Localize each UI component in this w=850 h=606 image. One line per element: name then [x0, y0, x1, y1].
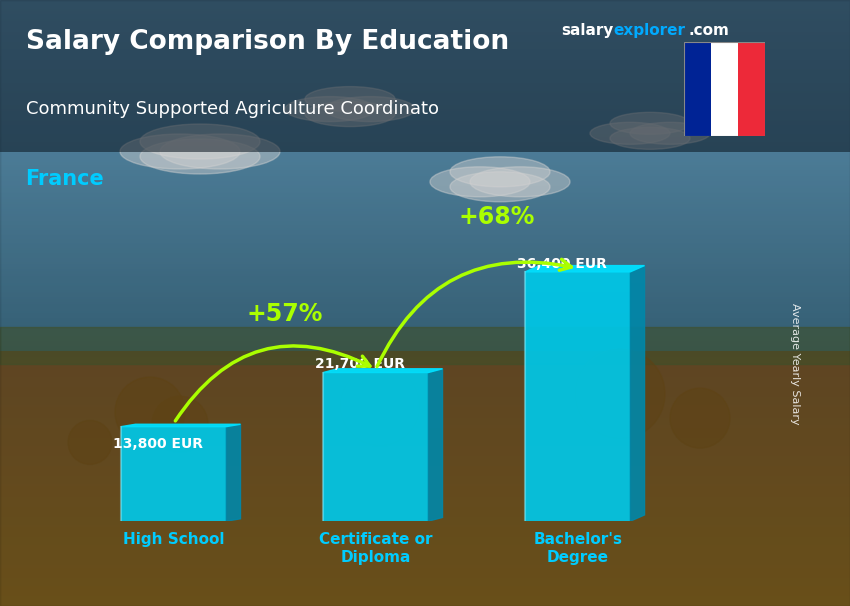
Circle shape	[152, 396, 208, 452]
Ellipse shape	[430, 167, 530, 197]
Ellipse shape	[610, 112, 690, 135]
Text: Salary Comparison By Education: Salary Comparison By Education	[26, 30, 508, 55]
Bar	[711, 42, 738, 136]
Text: France: France	[26, 168, 105, 189]
Ellipse shape	[450, 157, 550, 187]
Ellipse shape	[160, 134, 280, 169]
Ellipse shape	[450, 171, 550, 202]
Circle shape	[670, 388, 730, 448]
Circle shape	[340, 366, 420, 446]
Polygon shape	[122, 424, 241, 427]
Circle shape	[68, 421, 112, 464]
Text: 13,800 EUR: 13,800 EUR	[113, 437, 203, 451]
Polygon shape	[428, 369, 443, 521]
Ellipse shape	[305, 102, 395, 127]
Text: +68%: +68%	[459, 205, 536, 229]
Ellipse shape	[140, 139, 260, 174]
Polygon shape	[525, 265, 644, 272]
Text: salary: salary	[561, 23, 614, 38]
Text: 36,400 EUR: 36,400 EUR	[518, 256, 607, 271]
Polygon shape	[631, 265, 644, 521]
Ellipse shape	[610, 127, 690, 149]
Ellipse shape	[305, 87, 395, 112]
Ellipse shape	[590, 122, 670, 144]
Text: 21,700 EUR: 21,700 EUR	[315, 358, 405, 371]
Bar	[738, 42, 765, 136]
FancyBboxPatch shape	[122, 427, 226, 521]
FancyBboxPatch shape	[323, 373, 428, 521]
Ellipse shape	[325, 96, 415, 122]
Ellipse shape	[630, 122, 710, 144]
Ellipse shape	[140, 124, 260, 159]
Text: .com: .com	[688, 23, 729, 38]
Polygon shape	[226, 424, 241, 521]
Text: Average Yearly Salary: Average Yearly Salary	[790, 303, 800, 424]
Circle shape	[115, 377, 185, 447]
Polygon shape	[323, 369, 443, 373]
Ellipse shape	[470, 167, 570, 197]
Text: +57%: +57%	[246, 302, 323, 326]
Text: Community Supported Agriculture Coordinato: Community Supported Agriculture Coordina…	[26, 100, 439, 118]
Bar	[684, 42, 711, 136]
FancyBboxPatch shape	[525, 272, 631, 521]
Text: explorer: explorer	[614, 23, 686, 38]
Circle shape	[575, 349, 665, 439]
Ellipse shape	[285, 96, 375, 122]
Ellipse shape	[120, 134, 240, 169]
